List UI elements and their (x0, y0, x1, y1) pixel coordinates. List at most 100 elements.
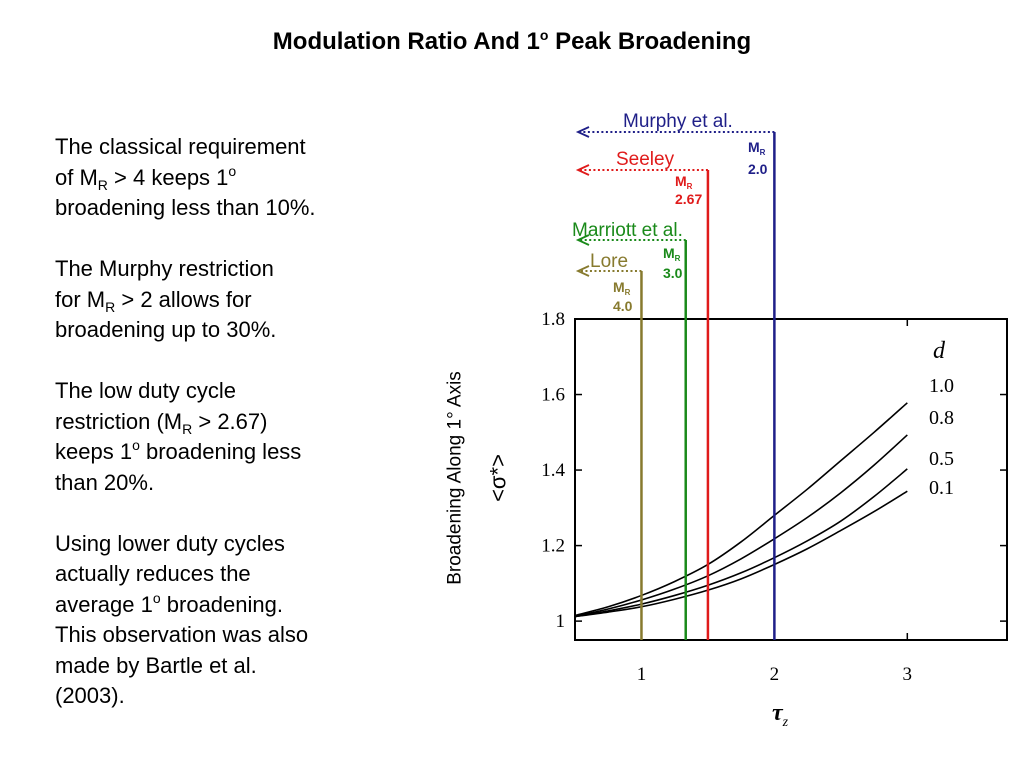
curve-d-0-1 (574, 490, 908, 618)
mr-subscript: R (760, 148, 766, 157)
y-tick-label: 1.6 (541, 385, 565, 406)
y-tick-label: 1.8 (541, 309, 565, 330)
text-segment: made by Bartle et al. (55, 652, 257, 678)
text-paragraph: The classical requirement of MR > 4 keeps… (55, 132, 425, 224)
text-segment: The low duty cycle (55, 378, 236, 403)
subscript: R (105, 298, 116, 315)
plot-frame (574, 318, 1008, 641)
mr-label-murphy-et-al: MR (748, 139, 766, 157)
title-text-end: Peak Broadening (548, 28, 752, 55)
text-segment: restriction (M (55, 408, 183, 434)
mr-subscript: R (687, 182, 693, 191)
text-line: Using lower duty cycles (55, 529, 425, 560)
broadening-chart: 1 1.2 1.4 1.6 1.8 1 2 3 d 1.0 0.8 0.5 0.1 Murphy et a… (445, 111, 1008, 730)
x-axis-symbol: τ (772, 700, 784, 726)
superscript: o (228, 162, 237, 179)
text-line: restriction (MR > 2.67) (55, 407, 425, 438)
slide-title: Modulation Ratio And 1o Peak Broadening (0, 25, 1024, 59)
superscript: o (152, 589, 161, 606)
mr-symbol: M (675, 173, 687, 189)
x-tick-label: 2 (770, 664, 780, 685)
text-segment: The classical requirement (55, 134, 306, 159)
text-line: made by Bartle et al. (55, 651, 425, 682)
text-segment: broadening. (160, 591, 283, 617)
y-tick-label: 1.2 (541, 536, 565, 557)
text-line: The classical requirement (55, 132, 425, 163)
text-segment: than 20%. (55, 469, 155, 495)
text-line: broadening up to 30%. (55, 315, 425, 346)
text-line: The Murphy restriction (55, 254, 425, 285)
text-segment: actually reduces the (55, 561, 251, 586)
y-tick-label: 1 (556, 611, 566, 632)
arrowhead-icon-seeley (575, 164, 590, 176)
text-segment: > 2 allows for (115, 286, 252, 312)
reference-label-murphy-et-al: Murphy et al. (623, 111, 733, 132)
text-line: average 1o broadening. (55, 590, 425, 621)
x-tick-label: 3 (903, 664, 913, 685)
curve-d-0-5 (574, 468, 908, 618)
text-line: This observation was also (55, 620, 425, 651)
curve-d-0-8 (574, 434, 908, 617)
text-line: actually reduces the (55, 559, 425, 590)
legend-label-d-1-0: 1.0 (929, 375, 954, 397)
mr-symbol: M (613, 279, 625, 295)
arrowhead-icon-marriott-et-al (575, 234, 590, 246)
text-line: keeps 1o broadening less (55, 437, 425, 468)
mr-label-seeley: MR (675, 173, 693, 191)
mr-subscript: R (675, 254, 681, 263)
mr-value-murphy-et-al: 2.0 (748, 161, 768, 177)
text-segment: for M (55, 286, 106, 312)
subscript: R (182, 420, 193, 437)
legend-label-d-0-5: 0.5 (929, 448, 954, 470)
reference-label-lore: Lore (590, 251, 628, 272)
mr-label-marriott-et-al: MR (663, 245, 681, 263)
mr-symbol: M (748, 139, 760, 155)
mr-value-marriott-et-al: 3.0 (663, 265, 683, 281)
arrowhead-icon-murphy-et-al (575, 126, 590, 138)
mr-value-seeley: 2.67 (675, 191, 702, 207)
x-axis-label: τz (772, 700, 789, 730)
mr-symbol: M (663, 245, 675, 261)
superscript: o (132, 437, 140, 453)
text-segment: Using lower duty cycles (55, 530, 285, 556)
text-paragraph: The low duty cycle restriction (MR > 2.67… (55, 376, 425, 498)
x-axis-subscript: z (782, 715, 789, 730)
text-segment: > 2.67) (192, 408, 268, 434)
legend-title: d (933, 338, 946, 364)
y-axis-label-line2: <σ*> (486, 454, 511, 502)
text-segment: broadening up to 30%. (55, 317, 277, 342)
text-segment: The Murphy restriction (55, 256, 274, 281)
text-paragraph: Using lower duty cycles actually reduces … (55, 529, 425, 712)
text-line: for MR > 2 allows for (55, 285, 425, 316)
subscript: R (97, 176, 108, 193)
text-segment: keeps 1 (55, 439, 133, 464)
text-segment: of M (55, 164, 98, 190)
text-line: (2003). (55, 681, 425, 712)
text-segment: broadening less than 10%. (55, 195, 316, 220)
text-segment: > 4 keeps 1 (107, 164, 229, 190)
text-segment: This observation was also (55, 622, 309, 647)
text-segment: average 1 (55, 591, 153, 617)
text-line: The low duty cycle (55, 376, 425, 407)
text-paragraph: The Murphy restriction for MR > 2 allows … (55, 254, 425, 346)
text-segment: (2003). (55, 683, 125, 708)
y-tick-label: 1.4 (541, 460, 565, 481)
y-axis-label: Broadening Along 1° Axis (445, 371, 466, 585)
arrowhead-icon-lore (575, 265, 590, 277)
curve-d-1-0 (574, 402, 908, 617)
text-line: than 20%. (55, 468, 425, 499)
reference-label-marriott-et-al: Marriott et al. (572, 220, 683, 241)
text-line: broadening less than 10%. (55, 193, 425, 224)
legend-label-d-0-8: 0.8 (929, 407, 954, 429)
text-segment: broadening less (139, 439, 302, 464)
title-superscript: o (539, 27, 549, 43)
reference-label-seeley: Seeley (616, 149, 675, 170)
mr-value-lore: 4.0 (613, 298, 633, 314)
mr-subscript: R (625, 288, 631, 297)
x-tick-label: 1 (637, 664, 647, 685)
text-line: of MR > 4 keeps 1o (55, 163, 425, 194)
mr-label-lore: MR (613, 279, 631, 297)
title-text: Modulation Ratio And 1 (272, 28, 540, 55)
legend-label-d-0-1: 0.1 (929, 477, 954, 499)
explanation-text-panel: The classical requirement of MR > 4 keeps… (55, 132, 425, 742)
